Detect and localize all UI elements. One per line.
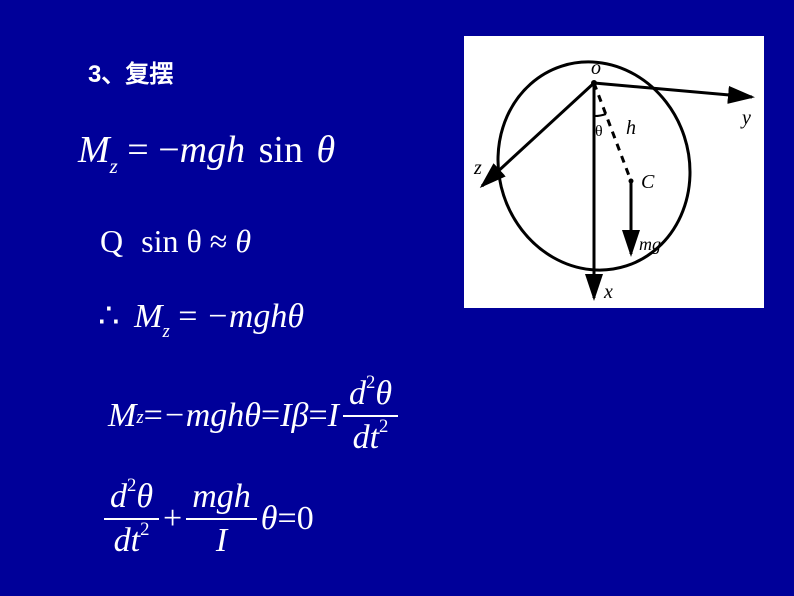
- eq4-eq1: =: [144, 397, 163, 435]
- eq1-theta: θ: [316, 129, 335, 171]
- eq1-neg: −: [158, 129, 179, 171]
- eq3-rhs: −mghθ: [206, 298, 304, 335]
- eq4-p2: −mghθ: [163, 397, 261, 435]
- axis-z: [482, 83, 594, 186]
- eq4-den-dt: dt: [353, 419, 379, 456]
- eq3-lhs-sub: z: [162, 321, 169, 342]
- eq5-f1-den-sup: 2: [140, 519, 149, 540]
- eq5-f1-num-sup: 2: [127, 475, 136, 496]
- eq3-equals: =: [178, 298, 206, 335]
- eq5-equals: =: [278, 500, 297, 538]
- label-mg: mg: [639, 234, 661, 254]
- eq4-num-theta: θ: [375, 375, 392, 412]
- label-z: z: [473, 157, 482, 179]
- label-c: C: [641, 171, 655, 193]
- label-o: o: [591, 57, 601, 79]
- eq1-lhs-sub: z: [110, 154, 118, 178]
- eq4-p1-sub: z: [136, 407, 143, 429]
- eq3-lhs-var: M: [134, 298, 162, 335]
- eq4-num-sup: 2: [366, 372, 375, 393]
- label-x: x: [603, 281, 613, 303]
- equation-3: ∴ Mz = −mghθ: [98, 296, 304, 341]
- eq4-fraction: d2θ dt2: [343, 375, 398, 457]
- eq4-num-d: d: [349, 375, 366, 412]
- section-title: 3、复摆: [88, 54, 173, 89]
- eq5-f2-num: mgh: [186, 478, 257, 520]
- eq5-plus: +: [163, 500, 182, 538]
- equation-5: d2θ dt2 + mgh I θ = 0: [100, 478, 314, 560]
- eq1-sin: sin: [259, 129, 303, 171]
- eq5-f2-den: I: [186, 520, 257, 560]
- angle-arc: [594, 114, 606, 116]
- eq2-rhs: θ: [235, 223, 251, 259]
- eq4-den-sup: 2: [379, 416, 388, 437]
- eq5-zero: 0: [297, 500, 314, 538]
- equation-2: Q sin θ ≈ θ: [100, 223, 251, 260]
- eq1-lhs-var: M: [78, 129, 110, 171]
- eq5-f1-den: dt: [114, 522, 140, 559]
- diagram-svg: o y z x h C θ mg: [464, 36, 764, 308]
- eq2-prefix: Q: [100, 223, 123, 259]
- eq2-lhs: sin θ: [141, 223, 202, 259]
- eq4-eq3: =: [308, 397, 327, 435]
- equation-1: Mz = −mgh sin θ: [78, 128, 335, 177]
- eq5-f1-num-d: d: [110, 478, 127, 515]
- equation-4: Mz = −mghθ = Iβ = I d2θ dt2: [108, 375, 402, 457]
- eq1-mgh: mgh: [180, 129, 245, 171]
- physics-diagram: o y z x h C θ mg: [464, 36, 764, 308]
- label-h: h: [626, 117, 636, 139]
- eq4-eq2: =: [261, 397, 280, 435]
- eq5-f1-num-theta: θ: [136, 478, 153, 515]
- label-theta: θ: [595, 123, 603, 140]
- eq2-approx: ≈: [210, 223, 236, 259]
- eq4-p3-beta: β: [292, 397, 309, 435]
- eq4-p4-I: I: [328, 397, 339, 435]
- eq3-therefore: ∴: [98, 298, 120, 335]
- eq4-p1-var: M: [108, 397, 136, 435]
- eq5-frac2: mgh I: [186, 478, 257, 560]
- eq5-theta: θ: [261, 500, 278, 538]
- eq1-equals: =: [127, 129, 158, 171]
- axis-y: [594, 83, 752, 97]
- label-y: y: [740, 107, 751, 129]
- eq4-p3-I: I: [280, 397, 291, 435]
- eq5-frac1: d2θ dt2: [104, 478, 159, 560]
